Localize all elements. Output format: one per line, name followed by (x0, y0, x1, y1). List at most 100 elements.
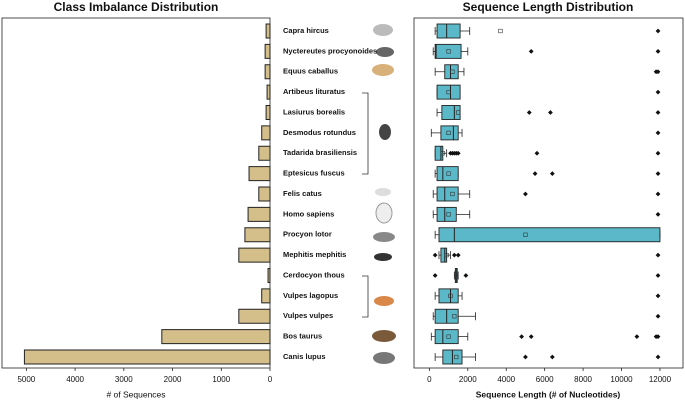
mean (440, 151, 445, 156)
mean (446, 130, 451, 135)
outlier (528, 334, 534, 340)
mean (498, 28, 503, 34)
outlier (655, 191, 661, 197)
category-label: Capra hircus (283, 26, 329, 35)
outlier (655, 211, 661, 217)
icon (376, 47, 394, 57)
bar (248, 166, 271, 182)
box (436, 23, 461, 39)
outlier (655, 110, 661, 115)
category-label: Felis catus (283, 189, 322, 198)
mean (450, 69, 455, 74)
bar (266, 84, 271, 100)
outlier (655, 150, 661, 156)
outlier (463, 273, 469, 278)
outlier (655, 334, 661, 340)
outlier (451, 252, 457, 258)
x-tick-label: 12000 (649, 375, 672, 384)
category-label: Canis lupus (283, 352, 326, 361)
mean (446, 334, 451, 339)
left-frame (1, 17, 271, 369)
outlier (523, 191, 528, 197)
mean (444, 253, 449, 258)
bar (161, 329, 271, 345)
mean (446, 212, 451, 217)
icon (375, 188, 391, 196)
mean (450, 191, 455, 197)
box (436, 186, 459, 202)
outlier (655, 28, 661, 34)
bar (265, 105, 271, 120)
box (434, 43, 462, 59)
bar (238, 308, 271, 324)
mean (446, 171, 451, 176)
category-label: Desmodus rotundus (283, 128, 356, 137)
bar (264, 43, 271, 59)
bar (244, 227, 271, 243)
x-tick-label: 0 (427, 375, 432, 384)
outlier (523, 354, 528, 360)
box (441, 105, 461, 120)
bar (267, 268, 271, 283)
outlier (655, 354, 661, 360)
bar (238, 247, 271, 263)
outlier (549, 171, 555, 177)
icon (374, 296, 394, 306)
x-tick-label: 6000 (536, 375, 554, 384)
category-label: Bos taurus (283, 332, 322, 341)
icon (373, 24, 393, 36)
outlier (455, 252, 461, 258)
outlier (655, 171, 661, 177)
animal-icons (372, 24, 396, 364)
bar (261, 288, 271, 304)
icon (372, 64, 394, 76)
category-label: Eptesicus fuscus (283, 169, 345, 178)
outlier (549, 354, 555, 360)
bar (265, 23, 271, 39)
icon (372, 330, 396, 342)
icon (373, 352, 395, 364)
outlier (634, 334, 640, 340)
icon (374, 253, 392, 261)
outlier (519, 334, 524, 340)
outlier (655, 273, 661, 278)
x-tick-label: 8000 (574, 375, 592, 384)
outlier (534, 150, 540, 156)
box (436, 84, 461, 100)
outlier (548, 110, 553, 115)
group-brackets (362, 92, 369, 318)
bar (258, 186, 271, 202)
box (440, 125, 459, 141)
outlier (655, 252, 661, 258)
bat-bracket (362, 92, 369, 175)
x-tick-label: 5000 (17, 375, 35, 384)
box (444, 64, 459, 80)
box (434, 145, 444, 161)
outlier (655, 130, 661, 136)
bar (247, 206, 271, 222)
icon (373, 232, 395, 242)
outlier (432, 252, 438, 258)
category-label: Lasiurus borealis (283, 107, 345, 116)
left-title: Class Imbalance Distribution (54, 0, 219, 14)
bar (264, 64, 271, 80)
x-tick-label: 1000 (212, 375, 230, 384)
category-label: Cerdocyon thous (283, 270, 345, 279)
icon (379, 124, 391, 140)
category-label: Mephitis mephitis (283, 250, 346, 259)
mean (452, 314, 457, 319)
mean (446, 90, 451, 95)
x-tick-label: 0 (268, 375, 273, 384)
category-label: Tadarida brasiliensis (283, 148, 357, 157)
left-x-label: # of Sequences (106, 389, 165, 399)
x-tick-label: 4000 (66, 375, 84, 384)
category-label: Vulpes lagopus (283, 291, 338, 300)
category-label: Vulpes vulpes (283, 311, 333, 320)
category-label: Nyctereutes procyonoides (283, 46, 377, 55)
right-x-label: Sequence Length (# of Nucleotides) (476, 389, 621, 399)
category-label: Artibeus lituratus (283, 87, 345, 96)
mean (456, 110, 461, 115)
x-tick-label: 2000 (164, 375, 182, 384)
x-tick-label: 4000 (497, 375, 515, 384)
box (440, 247, 448, 263)
